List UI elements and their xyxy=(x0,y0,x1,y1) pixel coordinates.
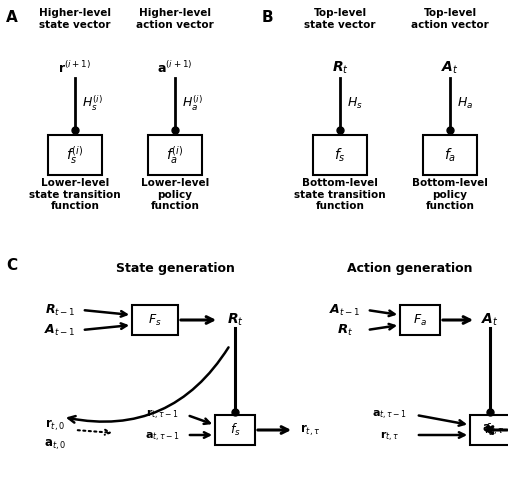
Text: $H_a^{(i)}$: $H_a^{(i)}$ xyxy=(182,93,203,113)
Text: $\mathbf{a}_{t,\tau-1}$: $\mathbf{a}_{t,\tau-1}$ xyxy=(372,408,407,421)
Text: Higher-level
state vector: Higher-level state vector xyxy=(39,8,111,29)
FancyBboxPatch shape xyxy=(313,135,367,175)
Text: $f_a$: $f_a$ xyxy=(444,146,456,164)
FancyArrowPatch shape xyxy=(69,347,229,423)
Text: $\boldsymbol{R}_{t-1}$: $\boldsymbol{R}_{t-1}$ xyxy=(45,302,75,318)
Text: Lower-level
policy
function: Lower-level policy function xyxy=(141,178,209,211)
Text: $\mathbf{r}_{t,\tau}$: $\mathbf{r}_{t,\tau}$ xyxy=(300,422,320,438)
Text: $f_s$: $f_s$ xyxy=(230,422,240,438)
FancyBboxPatch shape xyxy=(470,415,508,445)
Text: $f_s$: $f_s$ xyxy=(334,146,346,164)
FancyBboxPatch shape xyxy=(48,135,102,175)
Text: $\boldsymbol{A}_t$: $\boldsymbol{A}_t$ xyxy=(441,60,459,76)
Text: Action generation: Action generation xyxy=(347,262,473,275)
Text: $H_a$: $H_a$ xyxy=(457,96,473,111)
Text: $f_s^{(i)}$: $f_s^{(i)}$ xyxy=(67,144,84,166)
Text: State generation: State generation xyxy=(115,262,234,275)
FancyBboxPatch shape xyxy=(215,415,255,445)
Text: $H_s^{(i)}$: $H_s^{(i)}$ xyxy=(82,93,103,113)
Text: $\mathbf{a}^{(i+1)}$: $\mathbf{a}^{(i+1)}$ xyxy=(157,60,193,76)
Text: A: A xyxy=(6,10,18,25)
Text: $\mathbf{r}_{t,\tau-1}$: $\mathbf{r}_{t,\tau-1}$ xyxy=(146,408,179,422)
Text: $\boldsymbol{R}_t$: $\boldsymbol{R}_t$ xyxy=(337,322,353,338)
Text: $\boldsymbol{R}_t$: $\boldsymbol{R}_t$ xyxy=(227,312,243,328)
Text: C: C xyxy=(6,258,17,273)
Text: Bottom-level
policy
function: Bottom-level policy function xyxy=(412,178,488,211)
FancyBboxPatch shape xyxy=(423,135,477,175)
FancyBboxPatch shape xyxy=(400,305,440,335)
Text: Lower-level
state transition
function: Lower-level state transition function xyxy=(29,178,121,211)
Text: $\boldsymbol{A}_{t-1}$: $\boldsymbol{A}_{t-1}$ xyxy=(44,322,76,338)
Text: $\mathbf{r}_{t,0}$: $\mathbf{r}_{t,0}$ xyxy=(45,417,65,433)
Text: $\mathbf{r}^{(i+1)}$: $\mathbf{r}^{(i+1)}$ xyxy=(58,60,91,76)
Text: $F_s$: $F_s$ xyxy=(148,312,162,328)
FancyBboxPatch shape xyxy=(132,305,178,335)
Text: $f_a^{(i)}$: $f_a^{(i)}$ xyxy=(166,144,184,166)
Text: $\boldsymbol{A}_{t-1}$: $\boldsymbol{A}_{t-1}$ xyxy=(329,302,361,318)
Text: $f_a$: $f_a$ xyxy=(485,422,496,438)
Text: $\mathbf{a}_{t,0}$: $\mathbf{a}_{t,0}$ xyxy=(44,438,66,452)
Text: $\mathbf{r}_{t,\tau}$: $\mathbf{r}_{t,\tau}$ xyxy=(380,430,400,444)
Text: B: B xyxy=(262,10,274,25)
Text: Higher-level
action vector: Higher-level action vector xyxy=(136,8,214,29)
Text: Top-level
action vector: Top-level action vector xyxy=(411,8,489,29)
Text: $\mathbf{a}_{t,\tau}$: $\mathbf{a}_{t,\tau}$ xyxy=(482,423,504,437)
Text: $\boldsymbol{R}_t$: $\boldsymbol{R}_t$ xyxy=(332,60,348,76)
Text: Top-level
state vector: Top-level state vector xyxy=(304,8,376,29)
Text: $H_s$: $H_s$ xyxy=(347,96,363,111)
Text: $\boldsymbol{A}_t$: $\boldsymbol{A}_t$ xyxy=(481,312,499,328)
Text: Bottom-level
state transition
function: Bottom-level state transition function xyxy=(294,178,386,211)
FancyBboxPatch shape xyxy=(148,135,202,175)
Text: $F_a$: $F_a$ xyxy=(413,312,427,328)
Text: $\mathbf{a}_{t,\tau-1}$: $\mathbf{a}_{t,\tau-1}$ xyxy=(145,430,180,444)
